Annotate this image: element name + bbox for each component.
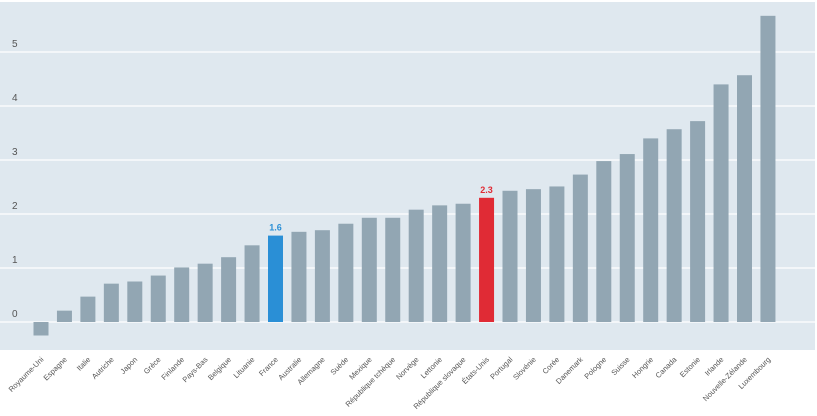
x-tick-label-27: Hongrie xyxy=(630,355,655,380)
bar-7 xyxy=(174,267,190,322)
y-tick-label-1: 1 xyxy=(12,255,18,266)
bar-10 xyxy=(244,245,260,322)
y-tick-label-4: 4 xyxy=(12,93,18,104)
bar-12 xyxy=(291,231,307,322)
bar-32 xyxy=(760,15,776,322)
x-tick-label-23: Corée xyxy=(540,355,561,376)
bar-31 xyxy=(737,75,752,322)
data-label-11: 1.6 xyxy=(269,223,282,233)
bar-20 xyxy=(479,197,495,322)
bar-30 xyxy=(713,84,729,323)
x-tick-label-9: Belgique xyxy=(206,355,233,382)
bar-21 xyxy=(502,190,518,322)
bar-25 xyxy=(596,161,612,322)
bar-9 xyxy=(221,257,237,322)
bar-28 xyxy=(666,129,682,322)
bar-19 xyxy=(455,203,471,322)
bar-11 xyxy=(268,235,283,322)
bar-3 xyxy=(80,296,96,322)
y-tick-label-5: 5 xyxy=(12,39,18,50)
bar-8 xyxy=(197,263,213,322)
x-tick-label-22: Slovénie xyxy=(511,355,538,382)
x-tick-label-8: Pays-Bas xyxy=(180,355,209,384)
bar-24 xyxy=(572,174,588,322)
bar-16 xyxy=(385,217,401,322)
bar-5 xyxy=(127,281,143,322)
x-tick-label-25: Pologne xyxy=(582,355,608,381)
x-tick-label-29: Estonie xyxy=(678,355,702,379)
bar-17 xyxy=(408,209,424,322)
x-tick-label-4: Autriche xyxy=(90,355,116,381)
x-tick-label-2: Espagne xyxy=(42,355,69,382)
bar-22 xyxy=(525,189,541,322)
bar-26 xyxy=(619,154,635,322)
bar-6 xyxy=(150,275,166,322)
bar-13 xyxy=(314,230,330,322)
data-label-20: 2.3 xyxy=(480,185,493,195)
y-tick-label-2: 2 xyxy=(12,201,18,212)
x-tick-label-5: Japon xyxy=(118,355,139,376)
bar-29 xyxy=(690,121,706,323)
bar-18 xyxy=(432,205,448,322)
x-tick-label-17: Norvège xyxy=(394,355,420,381)
bar-14 xyxy=(338,223,354,322)
x-tick-label-3: Italie xyxy=(75,355,93,373)
y-tick-label-0: 0 xyxy=(12,309,18,320)
x-tick-label-10: Lituanie xyxy=(232,355,257,380)
x-tick-label-6: Grèce xyxy=(142,355,163,376)
x-tick-label-14: Suède xyxy=(329,355,351,377)
bar-23 xyxy=(549,186,565,322)
x-tick-label-1: Royaume-Uni xyxy=(7,355,46,394)
y-tick-label-3: 3 xyxy=(12,147,18,158)
bar-15 xyxy=(361,217,377,322)
bar-27 xyxy=(643,138,659,322)
bar-2 xyxy=(56,310,72,322)
x-tick-label-28: Canada xyxy=(654,354,680,380)
x-tick-label-26: Suisse xyxy=(609,355,631,377)
x-tick-label-21: Portugal xyxy=(488,355,514,381)
bar-4 xyxy=(103,283,119,322)
bar-1 xyxy=(33,322,49,336)
